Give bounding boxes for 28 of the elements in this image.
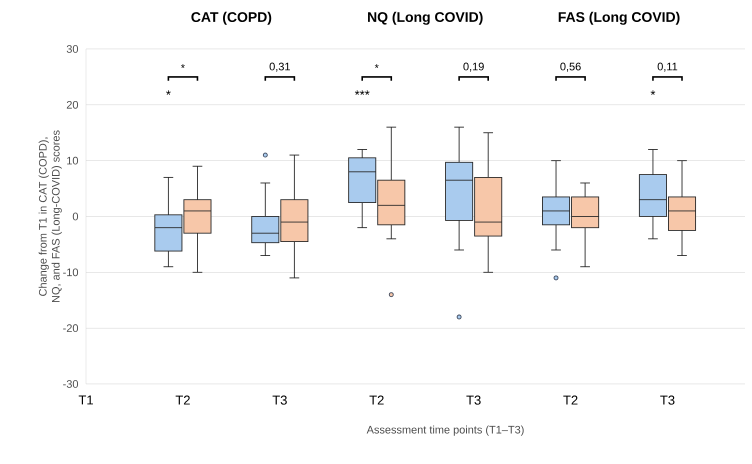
annotation: *** [354, 90, 370, 95]
x-tick-label: T3 [660, 396, 674, 405]
y-tick-label: 10 [67, 156, 78, 165]
annotation: 0,31 [270, 62, 290, 72]
annotation: 0,11 [658, 62, 678, 72]
annotation: * [166, 90, 171, 95]
annotation: 0,56 [560, 62, 581, 72]
annotation: 0,19 [463, 62, 484, 72]
y-tick-label: -20 [63, 324, 78, 332]
annotation: * [374, 64, 379, 68]
x-tick-label: T2 [563, 396, 578, 405]
x-tick-label: T2 [369, 396, 384, 405]
y-tick-label: 30 [66, 45, 78, 53]
text: CAT (COPD) [191, 12, 272, 25]
y-axis-title: Change from T1 in CAT (COPD), NQ, and FAS (Long-COVID) scores [38, 130, 62, 302]
text: NQ (Long COVID) [368, 12, 483, 25]
x-tick-label: T1 [78, 396, 93, 404]
y-tick-label: 20 [66, 100, 78, 109]
x-tick-label: T3 [272, 396, 287, 405]
annotation: * [180, 64, 185, 68]
x-tick-label: T2 [176, 396, 190, 405]
x-axis-title: Assessment time points (T1–T3) [366, 426, 524, 436]
y-tick-label: -30 [63, 380, 78, 388]
text: FAS (Long COVID) [558, 12, 680, 25]
y-tick-label: -10 [63, 268, 78, 276]
y-tick-label: 0 [72, 212, 78, 220]
x-tick-label: T3 [466, 396, 481, 405]
annotation: * [650, 90, 656, 95]
